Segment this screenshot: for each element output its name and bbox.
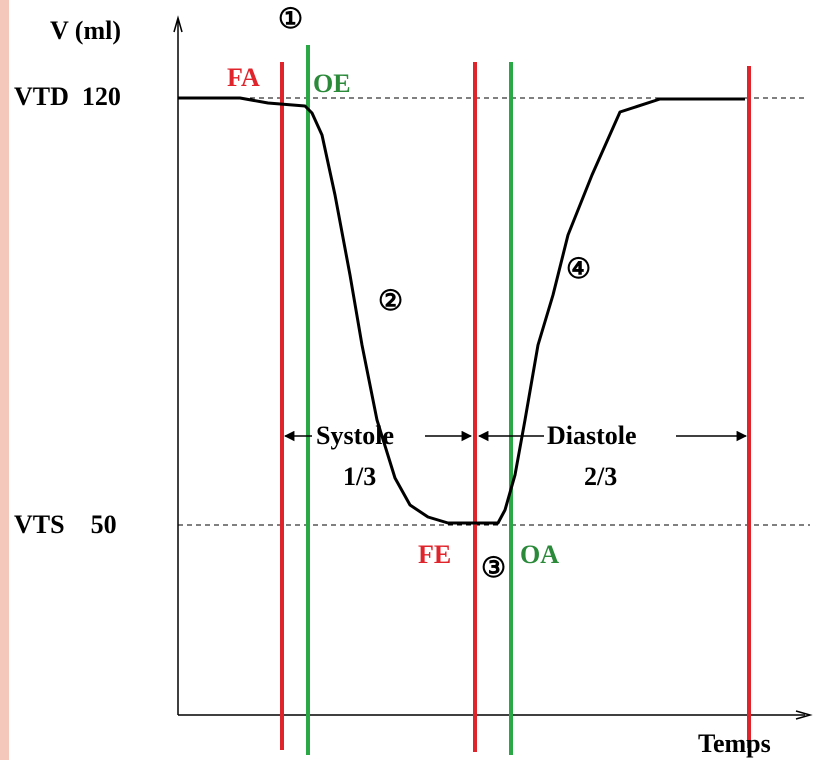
y-axis-label: V (ml) — [50, 16, 121, 45]
phase-1-marker: ① — [278, 4, 303, 35]
vtd-label: VTD 120 — [14, 82, 121, 111]
diastole-fraction: 2/3 — [584, 462, 617, 491]
x-axis-arrowhead — [795, 710, 813, 720]
phase-4-marker: ④ — [566, 254, 591, 285]
vts-label: VTS 50 — [14, 510, 117, 539]
oe-label: OE — [313, 69, 351, 98]
y-axis-arrowhead — [173, 15, 183, 33]
systole-label: Systole — [316, 421, 394, 450]
oa-label: OA — [520, 540, 559, 569]
volume-curve — [178, 96, 745, 525]
phase-2-marker: ② — [378, 286, 403, 317]
fe-label: FE — [418, 540, 451, 569]
systole-fraction: 1/3 — [343, 462, 376, 491]
diastole-label: Diastole — [547, 421, 637, 450]
fa-label: FA — [227, 63, 260, 92]
phase-3-marker: ③ — [481, 553, 506, 584]
left-accent-stripe — [0, 0, 9, 760]
x-axis-label: Temps — [698, 729, 771, 758]
